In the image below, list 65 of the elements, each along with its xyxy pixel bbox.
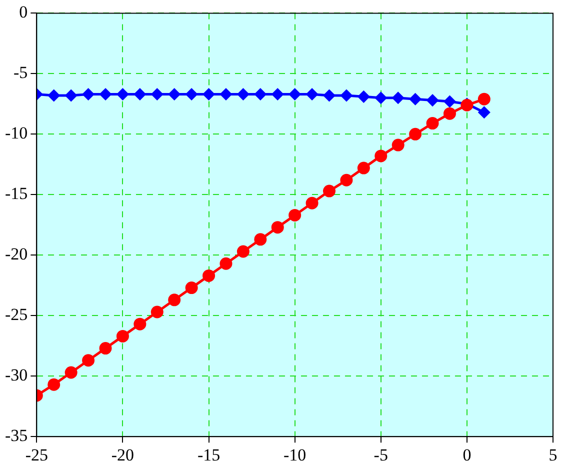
point: [409, 128, 422, 140]
point: [99, 342, 112, 355]
point: [272, 88, 284, 100]
point: [116, 330, 129, 342]
point: [65, 90, 77, 102]
point: [340, 90, 352, 102]
point: [478, 92, 490, 106]
point: [478, 106, 490, 118]
point: [82, 88, 94, 100]
point: [48, 90, 60, 102]
x-tick-label: -20: [111, 445, 134, 464]
point: [392, 92, 404, 104]
point: [134, 88, 146, 100]
point: [185, 282, 198, 294]
point: [100, 88, 112, 100]
point: [64, 366, 78, 379]
point: [443, 107, 456, 120]
point: [271, 221, 284, 234]
point: [340, 174, 353, 186]
point: [306, 196, 318, 210]
point: [48, 378, 60, 391]
point: [324, 90, 336, 102]
point: [203, 88, 215, 100]
point: [392, 138, 404, 152]
x-tick-label: -5: [374, 445, 388, 464]
point: [358, 90, 370, 102]
y-tick-label: -15: [4, 184, 28, 204]
point: [323, 184, 336, 198]
x-tick-label: -25: [25, 445, 48, 464]
point: [150, 306, 164, 318]
point: [236, 245, 250, 258]
x-tick-label: -10: [283, 445, 306, 464]
point: [289, 88, 301, 100]
point: [357, 162, 370, 174]
x-tick-label: 5: [548, 445, 558, 464]
point: [237, 88, 249, 100]
y-tick-label: -20: [4, 244, 28, 264]
point: [288, 208, 302, 222]
y-tick-label: -35: [4, 426, 28, 446]
point: [426, 117, 439, 130]
point: [444, 96, 456, 108]
point: [220, 257, 232, 270]
y-tick-label: -5: [13, 63, 28, 82]
y-tick-label: -30: [4, 366, 28, 385]
x-tick-label: -15: [197, 445, 220, 464]
point: [306, 88, 318, 100]
y-tick-label: 0: [19, 2, 28, 22]
point: [116, 88, 128, 100]
y-tick-label: -10: [4, 124, 28, 143]
x-tick-label: 0: [462, 445, 472, 464]
point: [168, 294, 181, 306]
point: [375, 92, 387, 104]
point: [186, 88, 198, 100]
point: [374, 150, 388, 162]
y-tick-label: -25: [4, 305, 28, 324]
point: [168, 88, 180, 100]
point: [410, 93, 422, 105]
point: [202, 269, 216, 282]
point: [134, 318, 146, 330]
point: [254, 233, 267, 246]
point: [82, 354, 95, 367]
point: [426, 94, 438, 106]
point: [220, 88, 232, 100]
point: [151, 88, 163, 100]
point: [254, 88, 266, 100]
